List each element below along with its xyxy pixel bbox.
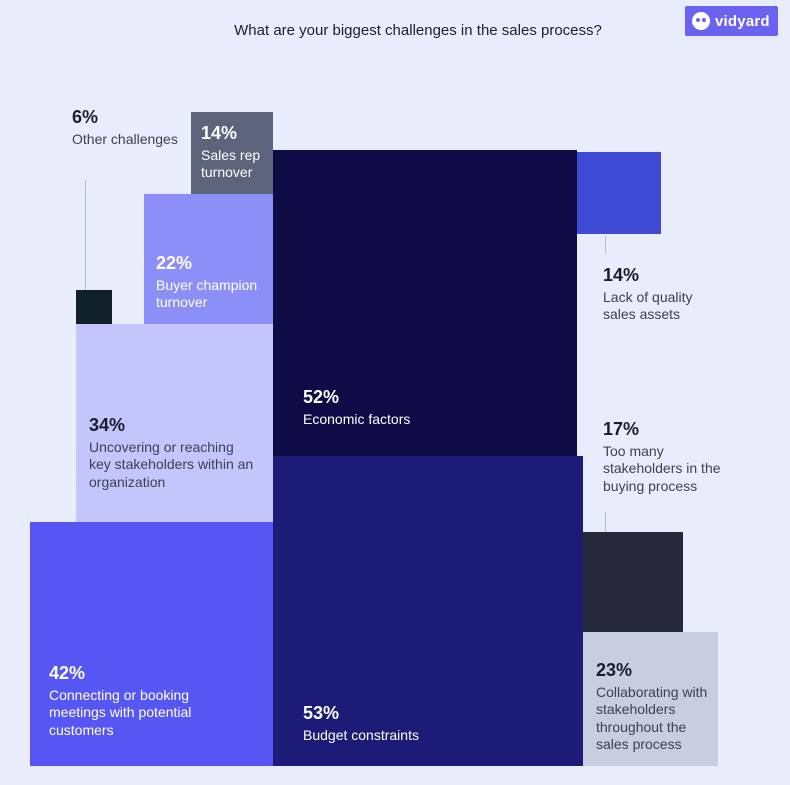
label-economic: 52% Economic factors xyxy=(303,386,503,428)
category-label: Connecting or booking meetings with pote… xyxy=(49,686,192,738)
block-buyer-champion xyxy=(144,194,273,324)
block-quality-assets xyxy=(577,152,661,234)
label-budget: 53% Budget constraints xyxy=(303,702,503,744)
category-label: Too many stakeholders in the buying proc… xyxy=(603,442,721,494)
category-label: Buyer champion turnover xyxy=(156,276,258,311)
category-label: Uncovering or reaching key stakeholders … xyxy=(89,438,254,490)
leader-line-too-many xyxy=(605,512,606,532)
block-economic xyxy=(273,150,577,456)
label-sales-rep: 14% Sales rep turnover xyxy=(201,122,281,182)
block-connecting xyxy=(30,522,274,766)
label-stakeholders-key: 34% Uncovering or reaching key stakeholde… xyxy=(89,414,259,491)
vidyard-logo: vidyard xyxy=(685,6,778,36)
block-stakeholders-key xyxy=(76,324,273,522)
value-label: 23% xyxy=(596,660,633,680)
value-label: 52% xyxy=(303,387,340,407)
leader-line-other xyxy=(85,180,86,290)
value-label: 6% xyxy=(72,107,99,127)
label-quality-assets: 14% Lack of quality sales assets xyxy=(603,264,723,324)
value-label: 22% xyxy=(156,253,193,273)
category-label: Lack of quality sales assets xyxy=(603,288,693,323)
block-too-many xyxy=(583,532,683,632)
logo-text: vidyard xyxy=(715,12,770,30)
block-sales-rep xyxy=(191,112,273,194)
category-label: Economic factors xyxy=(303,410,411,427)
label-collaborating: 23% Collaborating with stakeholders throu… xyxy=(596,659,716,754)
value-label: 34% xyxy=(89,415,126,435)
value-label: 42% xyxy=(49,663,86,683)
block-other xyxy=(76,290,112,324)
category-label: Sales rep turnover xyxy=(201,146,261,181)
leader-line-quality-assets xyxy=(605,236,606,254)
category-label: Collaborating with stakeholders througho… xyxy=(596,683,708,753)
category-label: Budget constraints xyxy=(303,726,419,743)
block-collaborating xyxy=(583,632,718,766)
value-label: 14% xyxy=(201,123,238,143)
label-connecting: 42% Connecting or booking meetings with p… xyxy=(49,662,224,739)
value-label: 53% xyxy=(303,703,340,723)
label-buyer-champion: 22% Buyer champion turnover xyxy=(156,252,271,312)
chart-title: What are your biggest challenges in the … xyxy=(234,22,602,39)
robot-icon xyxy=(692,12,710,30)
label-other: 6% Other challenges xyxy=(72,106,182,148)
category-label: Other challenges xyxy=(72,130,178,147)
value-label: 14% xyxy=(603,265,640,285)
label-too-many: 17% Too many stakeholders in the buying p… xyxy=(603,418,738,495)
value-label: 17% xyxy=(603,419,640,439)
block-budget xyxy=(273,456,583,766)
